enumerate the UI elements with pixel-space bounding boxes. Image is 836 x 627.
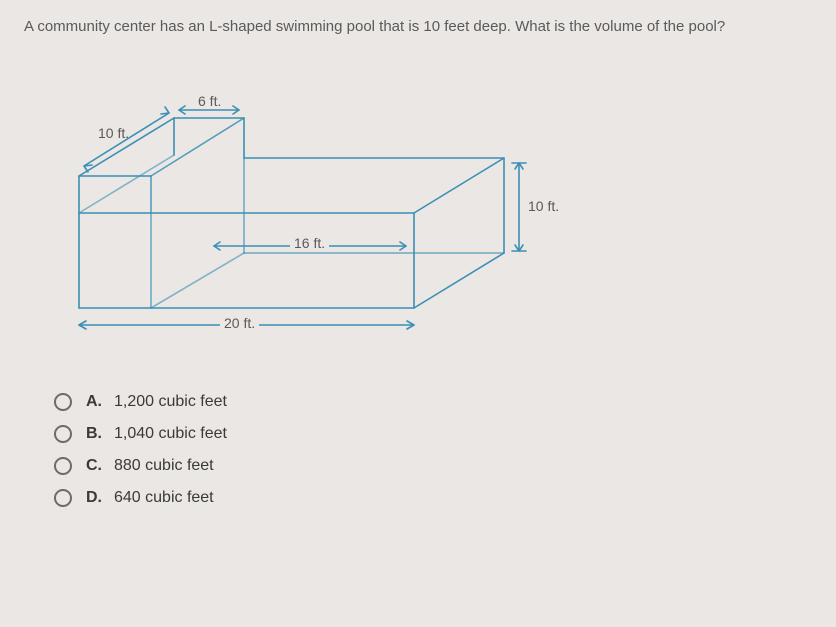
- answer-text: 1,040 cubic feet: [114, 425, 227, 443]
- radio-icon: [54, 489, 72, 507]
- answer-text: 640 cubic feet: [114, 489, 214, 507]
- dim-label-top-left: 10 ft.: [96, 125, 131, 141]
- answer-text: 880 cubic feet: [114, 457, 214, 475]
- dim-label-bottom: 20 ft.: [220, 315, 259, 331]
- answer-option-d[interactable]: D. 640 cubic feet: [54, 489, 812, 507]
- answer-option-c[interactable]: C. 880 cubic feet: [54, 457, 812, 475]
- radio-icon: [54, 425, 72, 443]
- answer-letter: C.: [86, 457, 114, 475]
- dim-label-inner: 16 ft.: [290, 235, 329, 251]
- dim-label-top-small: 6 ft.: [196, 93, 223, 109]
- answer-letter: A.: [86, 393, 114, 411]
- answer-list: A. 1,200 cubic feet B. 1,040 cubic feet …: [54, 393, 812, 507]
- pool-diagram: 10 ft. 6 ft. 10 ft. 16 ft. 20 ft.: [34, 63, 554, 363]
- answer-text: 1,200 cubic feet: [114, 393, 227, 411]
- radio-icon: [54, 393, 72, 411]
- answer-letter: D.: [86, 489, 114, 507]
- answer-option-b[interactable]: B. 1,040 cubic feet: [54, 425, 812, 443]
- radio-icon: [54, 457, 72, 475]
- question-text: A community center has an L-shaped swimm…: [24, 18, 812, 35]
- dim-label-right: 10 ft.: [526, 198, 561, 214]
- answer-letter: B.: [86, 425, 114, 443]
- pool-svg: [34, 63, 554, 363]
- answer-option-a[interactable]: A. 1,200 cubic feet: [54, 393, 812, 411]
